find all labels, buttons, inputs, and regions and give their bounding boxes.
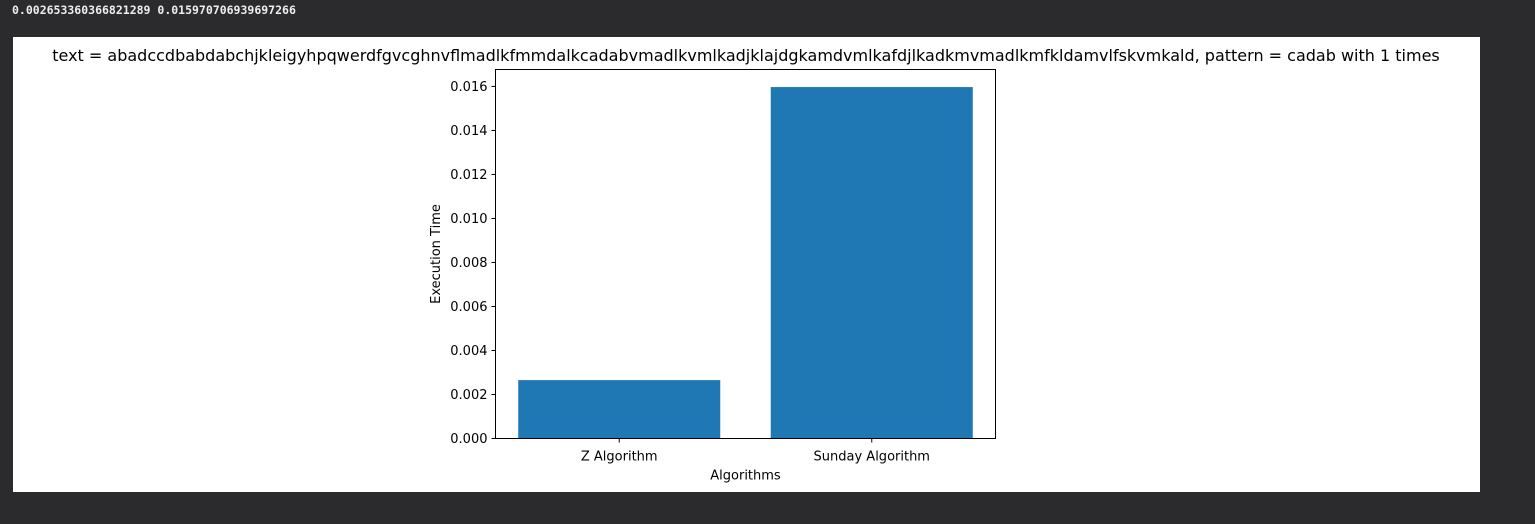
y-tick-label: 0.002	[450, 388, 487, 403]
y-tick-label: 0.016	[450, 80, 487, 95]
x-tick-label: Z Algorithm	[581, 450, 658, 465]
bars-group	[518, 87, 973, 439]
x-axis-ticks: Z Algorithm Sunday Algorithm	[581, 438, 930, 465]
chart-title: text = abadccdbabdabchjkleigyhpqwerdfgvc…	[52, 46, 1440, 65]
y-tick-label: 0.008	[450, 256, 487, 271]
chart-figure: text = abadccdbabdabchjkleigyhpqwerdfgvc…	[13, 37, 1480, 492]
y-tick-label: 0.006	[450, 300, 487, 315]
bar-chart: text = abadccdbabdabchjkleigyhpqwerdfgvc…	[52, 46, 1440, 484]
x-tick-label: Sunday Algorithm	[814, 450, 930, 465]
x-axis-label: Algorithms	[710, 469, 781, 484]
bar-z-algorithm	[518, 380, 721, 439]
y-tick-label: 0.004	[450, 344, 487, 359]
cell-output-text: 0.002653360366821289 0.01597070693969726…	[12, 3, 296, 17]
y-axis-label: Execution Time	[429, 204, 444, 304]
axes-frame	[495, 69, 996, 439]
y-tick-label: 0.010	[450, 212, 487, 227]
y-tick-label: 0.012	[450, 168, 487, 183]
y-tick-label: 0.000	[450, 432, 487, 447]
y-axis-ticks: 0.000 0.002 0.004 0.006 0.008 0.010 0.012 0.014…	[450, 80, 496, 447]
bar-sunday-algorithm	[770, 87, 973, 439]
y-tick-label: 0.014	[450, 124, 487, 139]
